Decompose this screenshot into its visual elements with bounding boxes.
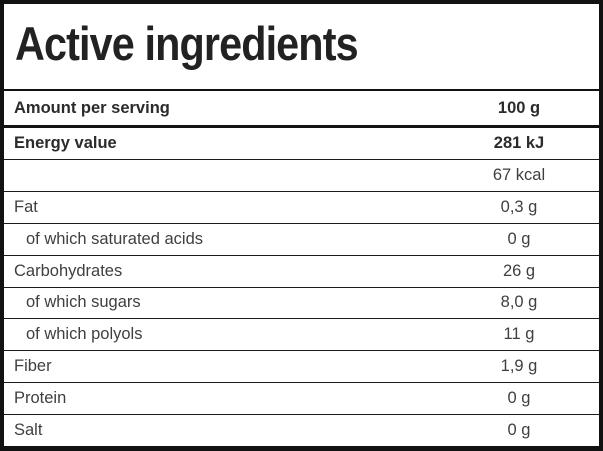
row-value: 0 g — [507, 421, 531, 440]
page-title: Active ingredients — [15, 17, 359, 70]
table-row: of which saturated acids 0 g — [4, 224, 599, 256]
header-label: Amount per serving — [14, 98, 170, 117]
table-row: Carbohydrates 26 g — [4, 256, 599, 288]
row-label: Fiber — [14, 357, 52, 376]
row-value: 0,3 g — [500, 197, 538, 216]
table-header-row: Amount per serving 100 g — [4, 91, 599, 128]
table-row: Fat 0,3 g — [4, 192, 599, 224]
row-label: Energy value — [14, 133, 117, 152]
row-value: 0 g — [507, 229, 531, 248]
table-body: Energy value 281 kJ 67 kcal Fat 0,3 g of… — [4, 128, 599, 446]
table-row: Fiber 1,9 g — [4, 351, 599, 384]
header-value: 100 g — [497, 98, 541, 117]
table-row: 67 kcal — [4, 160, 599, 192]
table-row: Energy value 281 kJ — [4, 128, 599, 160]
row-value: 0 g — [507, 389, 531, 408]
row-value: 67 kcal — [492, 165, 546, 184]
table-row: Salt 0 g — [4, 415, 599, 446]
row-label: Protein — [14, 389, 67, 408]
row-label: of which saturated acids — [26, 229, 204, 248]
row-value: 26 g — [502, 261, 536, 280]
row-label: of which polyols — [26, 325, 143, 344]
row-value: 8,0 g — [500, 293, 538, 312]
row-value: 281 kJ — [493, 133, 545, 152]
row-value: 1,9 g — [500, 357, 538, 376]
row-label: Fat — [14, 197, 38, 216]
row-label: Carbohydrates — [14, 261, 123, 280]
table-row: of which sugars 8,0 g — [4, 288, 599, 320]
label-title-block: Active ingredients — [4, 4, 599, 91]
row-label: Salt — [14, 421, 43, 440]
row-label: of which sugars — [26, 293, 141, 312]
row-value: 11 g — [503, 325, 535, 344]
table-row: of which polyols 11 g — [4, 319, 599, 352]
table-row: Protein 0 g — [4, 383, 599, 416]
